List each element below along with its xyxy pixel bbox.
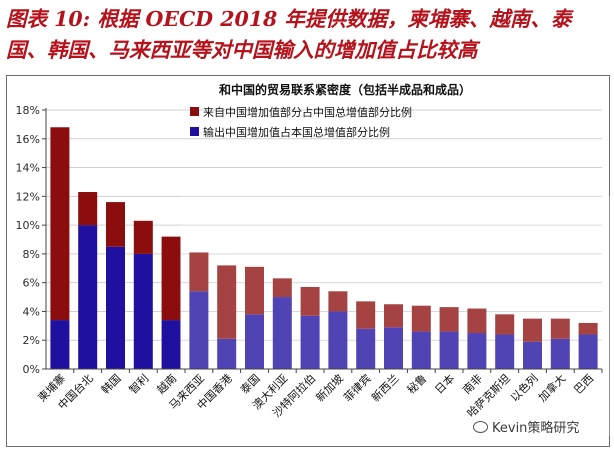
bar-exports-16 — [495, 334, 515, 369]
x-tick-label: 越南 — [154, 371, 179, 396]
y-tick-label: 18% — [16, 104, 40, 117]
bar-exports-6 — [217, 338, 237, 369]
bar-imports-4 — [161, 236, 181, 321]
chart-title: 和中国的贸易联系紧密度（包括半成品和成品） — [218, 82, 471, 97]
bar-imports-1 — [78, 192, 98, 226]
bar-imports-11 — [356, 301, 376, 329]
y-tick-label: 0% — [23, 363, 40, 376]
bar-exports-15 — [467, 333, 487, 369]
y-tick-label: 16% — [16, 133, 40, 146]
wechat-icon — [473, 420, 488, 433]
bars-group — [50, 127, 610, 436]
bar-imports-13 — [411, 305, 431, 332]
legend-label: 来自中国增加值部分占中国总增值部分比例 — [203, 105, 412, 119]
y-tick-label: 4% — [23, 305, 40, 318]
legend-swatch — [190, 107, 199, 116]
bar-imports-10 — [328, 291, 348, 312]
bar-imports-9 — [300, 286, 320, 316]
bar-imports-18 — [550, 318, 570, 339]
legend-label: 输出中国增加值占本国总增值部分比例 — [203, 125, 390, 139]
bar-imports-2 — [106, 202, 125, 247]
x-tick-label: 智利 — [126, 371, 151, 396]
y-tick-label: 2% — [23, 334, 40, 347]
bar-imports-0 — [50, 127, 70, 321]
bar-exports-19 — [578, 334, 598, 369]
bar-exports-3 — [133, 253, 153, 369]
y-tick-label: 12% — [16, 190, 40, 203]
bar-imports-16 — [495, 314, 515, 335]
bar-exports-9 — [300, 315, 320, 369]
bar-imports-8 — [272, 278, 292, 298]
bar-exports-18 — [550, 338, 570, 369]
watermark-veil — [180, 196, 610, 436]
bar-imports-19 — [578, 322, 598, 335]
bar-exports-11 — [356, 328, 376, 369]
bar-imports-5 — [189, 252, 209, 292]
y-tick-label: 10% — [16, 219, 40, 232]
bar-exports-13 — [411, 331, 431, 369]
bar-imports-17 — [523, 318, 542, 342]
figure-title: 图表 10: 根据 OECD 2018 年提供数据，柬埔寨、越南、泰国、韩国、马… — [6, 7, 572, 62]
watermark-text: Kevin策略研究 — [492, 421, 580, 436]
bar-exports-2 — [106, 246, 125, 369]
legend-swatch — [190, 127, 199, 136]
x-tick-label: 韩国 — [98, 371, 123, 396]
y-tick-label: 6% — [23, 277, 40, 290]
bar-imports-3 — [133, 220, 153, 254]
bar-imports-6 — [217, 265, 237, 339]
bar-exports-5 — [189, 291, 209, 369]
bar-imports-7 — [245, 266, 264, 315]
watermark: Kevin策略研究 — [473, 417, 579, 436]
bar-exports-0 — [50, 320, 70, 369]
y-tick-label: 14% — [16, 162, 40, 175]
bar-imports-14 — [439, 307, 459, 332]
bar-exports-1 — [78, 225, 98, 369]
bar-exports-17 — [523, 341, 542, 369]
bar-exports-12 — [384, 327, 403, 369]
bar-exports-14 — [439, 331, 459, 369]
bar-exports-8 — [272, 297, 292, 369]
bar-imports-12 — [384, 304, 403, 328]
y-tick-label: 8% — [23, 248, 40, 261]
bar-exports-7 — [245, 314, 264, 369]
bar-imports-15 — [467, 308, 487, 334]
bar-exports-4 — [161, 320, 181, 369]
bar-exports-10 — [328, 311, 348, 369]
